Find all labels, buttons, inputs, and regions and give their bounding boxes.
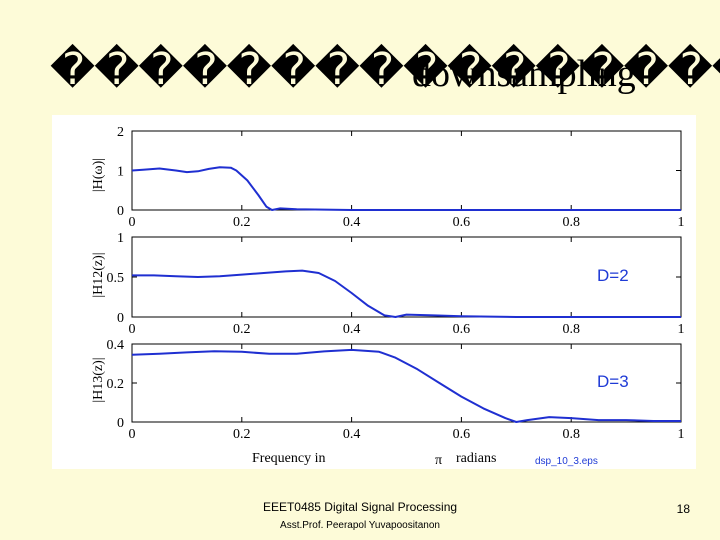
x-tick-label: 0.4 — [343, 322, 361, 337]
y-axis-label-bottom: |H13(z)| — [91, 357, 106, 402]
annotation-middle: D=2 — [597, 266, 629, 285]
x-tick-label: 0.8 — [562, 427, 580, 442]
footer-course: EEET0485 Digital Signal Processing — [262, 500, 458, 514]
y-tick-label: 0 — [117, 311, 124, 326]
annotation-bottom: D=3 — [597, 372, 629, 391]
x-tick-label: 0 — [129, 322, 136, 337]
slide-title: ���������������� downsampling — [0, 44, 720, 104]
y-tick-label: 0 — [117, 204, 124, 219]
x-tick-label: 0.4 — [343, 427, 361, 442]
x-tick-label: 0 — [129, 427, 136, 442]
y-tick-label: 1 — [117, 231, 124, 246]
series-line-bottom — [131, 348, 681, 423]
y-tick-label: 0.2 — [107, 377, 125, 392]
x-tick-label: 1 — [678, 215, 685, 230]
x-tick-label: 0.2 — [233, 215, 251, 230]
y-axis-label-top: |H(ω)| — [91, 158, 106, 192]
y-tick-label: 0 — [117, 416, 124, 431]
y-axis-label-middle: |H12(z)| — [91, 252, 106, 297]
x-tick-label: 1 — [678, 427, 685, 442]
slide-title-garbled-text: ���������������� — [50, 44, 720, 95]
x-tick-label: 0.8 — [562, 322, 580, 337]
x-tick-label: 0.4 — [343, 215, 361, 230]
x-tick-label: 0.6 — [453, 322, 471, 337]
x-axis-label-pi: π — [435, 453, 442, 468]
x-tick-label: 0.6 — [453, 427, 471, 442]
series-line-middle — [132, 269, 681, 318]
x-axis-label-radians: radians — [456, 451, 496, 466]
series-line-top — [131, 166, 681, 211]
x-axis-label-text: Frequency in — [252, 451, 325, 466]
slide-title-word: downsampling — [412, 53, 636, 95]
x-tick-label: 0.6 — [453, 215, 471, 230]
x-tick-label: 0.2 — [233, 427, 251, 442]
plot-frame-top — [131, 130, 682, 211]
figure-filename: dsp_10_3.eps — [535, 456, 598, 467]
y-tick-label: 0.5 — [107, 271, 125, 286]
footer-author: Asst.Prof. Peerapol Yuvapoositanon — [280, 520, 440, 531]
x-tick-label: 1 — [678, 322, 685, 337]
y-tick-label: 2 — [117, 125, 124, 140]
y-tick-label: 1 — [117, 165, 124, 180]
x-tick-label: 0.8 — [562, 215, 580, 230]
x-tick-label: 0.2 — [233, 322, 251, 337]
frequency-response-figure: 2 1 0 0 0.2 0.4 0.6 0.8 1 |H(ω)| 1 0.5 0 0 0.2 0.4 0.6 0.… — [52, 115, 696, 469]
y-tick-label: 0.4 — [107, 338, 125, 353]
page-number: 18 — [676, 502, 690, 516]
x-tick-label: 0 — [129, 215, 136, 230]
